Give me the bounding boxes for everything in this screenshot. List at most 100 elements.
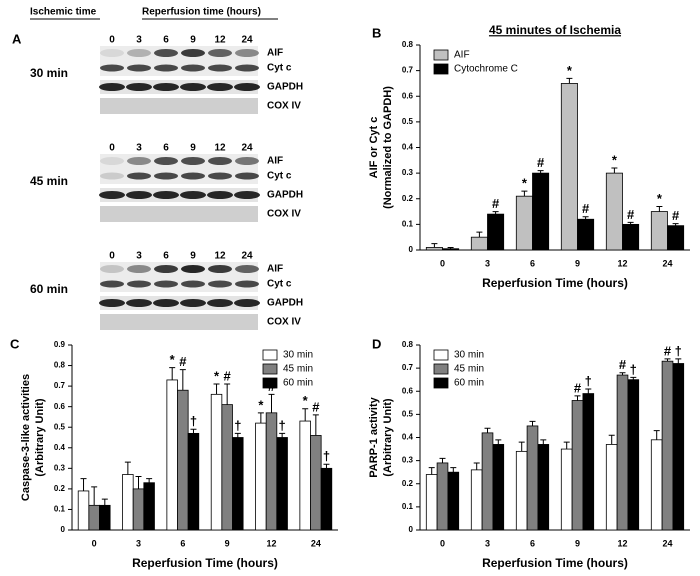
significance-marker: #: [627, 207, 635, 222]
bar: [661, 360, 674, 531]
bar: [470, 469, 483, 531]
bar: [481, 432, 494, 531]
significance-marker: *: [214, 368, 220, 383]
bar: [265, 412, 278, 531]
legend-swatch: [262, 363, 278, 375]
band-label: GAPDH: [267, 298, 303, 309]
bar: [622, 223, 640, 251]
legend-swatch: [262, 349, 278, 361]
x-tick-label: 0: [440, 258, 445, 268]
significance-marker: †: [323, 449, 330, 464]
significance-marker: #: [537, 155, 545, 170]
band: [235, 157, 259, 165]
band: [208, 157, 232, 165]
y-tick-label: 0.7: [54, 381, 66, 390]
bar: [627, 379, 640, 531]
x-tick-label: 0: [440, 538, 445, 548]
band: [127, 265, 151, 273]
bar: [582, 393, 595, 531]
x-tick-label: 0: [92, 538, 97, 548]
band: [153, 83, 179, 91]
y-tick-label: 0.3: [402, 168, 414, 177]
band: [154, 49, 178, 57]
lane-label: 6: [163, 251, 169, 262]
error-bar: [268, 393, 275, 413]
bar: [299, 420, 311, 531]
significance-marker: #: [224, 368, 232, 383]
band-label: AIF: [267, 156, 283, 167]
significance-marker: #: [619, 357, 627, 372]
significance-marker: #: [574, 380, 582, 395]
y-tick-label: 0.4: [54, 443, 66, 452]
band: [99, 83, 125, 91]
error-bar: [146, 478, 153, 483]
x-tick-label: 3: [485, 538, 490, 548]
error-bar: [611, 167, 618, 174]
significance-marker: †: [279, 418, 286, 433]
legend-swatch: [433, 63, 449, 75]
error-bar: [450, 467, 457, 473]
error-bar: [630, 376, 637, 380]
header: Ischemic time: [30, 7, 97, 18]
chart-title: 45 minutes of Ischemia: [489, 23, 621, 37]
band: [100, 157, 124, 165]
error-bar: [234, 432, 241, 438]
band: [100, 172, 124, 180]
error-bar: [257, 412, 264, 424]
lane-label: 9: [190, 35, 196, 46]
bar: [276, 437, 288, 531]
lane-label: 24: [241, 35, 253, 46]
bar: [232, 437, 244, 531]
group-label: 60 min: [30, 282, 68, 296]
significance-marker: *: [258, 397, 264, 412]
band-label: COX IV: [267, 209, 301, 220]
significance-marker: †: [190, 414, 197, 429]
y-axis-label: PARP-1 activity: [368, 396, 380, 477]
band: [127, 49, 151, 57]
y-tick-label: 0: [409, 525, 414, 534]
legend-label: AIF: [454, 50, 470, 61]
blot-strip: [100, 206, 258, 222]
band: [127, 280, 151, 288]
error-bar: [439, 457, 446, 463]
error-bar: [279, 432, 286, 438]
y-axis-label: (Arbitrary Unit): [34, 398, 46, 477]
significance-marker: #: [312, 399, 320, 414]
bar: [487, 213, 505, 251]
band: [181, 64, 205, 72]
y-tick-label: 0.9: [54, 340, 66, 349]
bar: [88, 504, 100, 531]
y-tick-label: 0.3: [402, 456, 414, 465]
x-tick-label: 9: [575, 258, 580, 268]
band: [100, 280, 124, 288]
bar: [77, 490, 90, 531]
legend-swatch: [433, 363, 449, 375]
error-bar: [447, 246, 454, 249]
error-bar: [323, 463, 330, 469]
bar: [132, 488, 145, 531]
error-bar: [566, 77, 573, 84]
bar: [571, 400, 584, 531]
y-tick-label: 0.2: [402, 194, 414, 203]
y-tick-label: 0.1: [402, 502, 414, 511]
y-axis-label: (Normalized to GAPDH): [382, 86, 394, 209]
bar: [425, 247, 443, 251]
band: [181, 172, 205, 180]
bar: [532, 172, 550, 251]
y-axis-label: Caspase-3-like activities: [20, 374, 32, 501]
band: [208, 64, 232, 72]
bar: [99, 504, 111, 531]
significance-marker: †: [585, 373, 592, 388]
error-bar: [529, 420, 536, 426]
y-tick-label: 0.5: [54, 422, 66, 431]
legend-label: 45 min: [283, 364, 313, 375]
bar: [667, 225, 685, 251]
x-tick-label: 24: [662, 258, 672, 268]
band: [235, 280, 259, 288]
band: [126, 191, 152, 199]
error-bar: [224, 383, 231, 405]
bar: [650, 211, 668, 251]
band: [100, 64, 124, 72]
error-bar: [664, 358, 671, 362]
significance-marker: *: [303, 393, 309, 408]
